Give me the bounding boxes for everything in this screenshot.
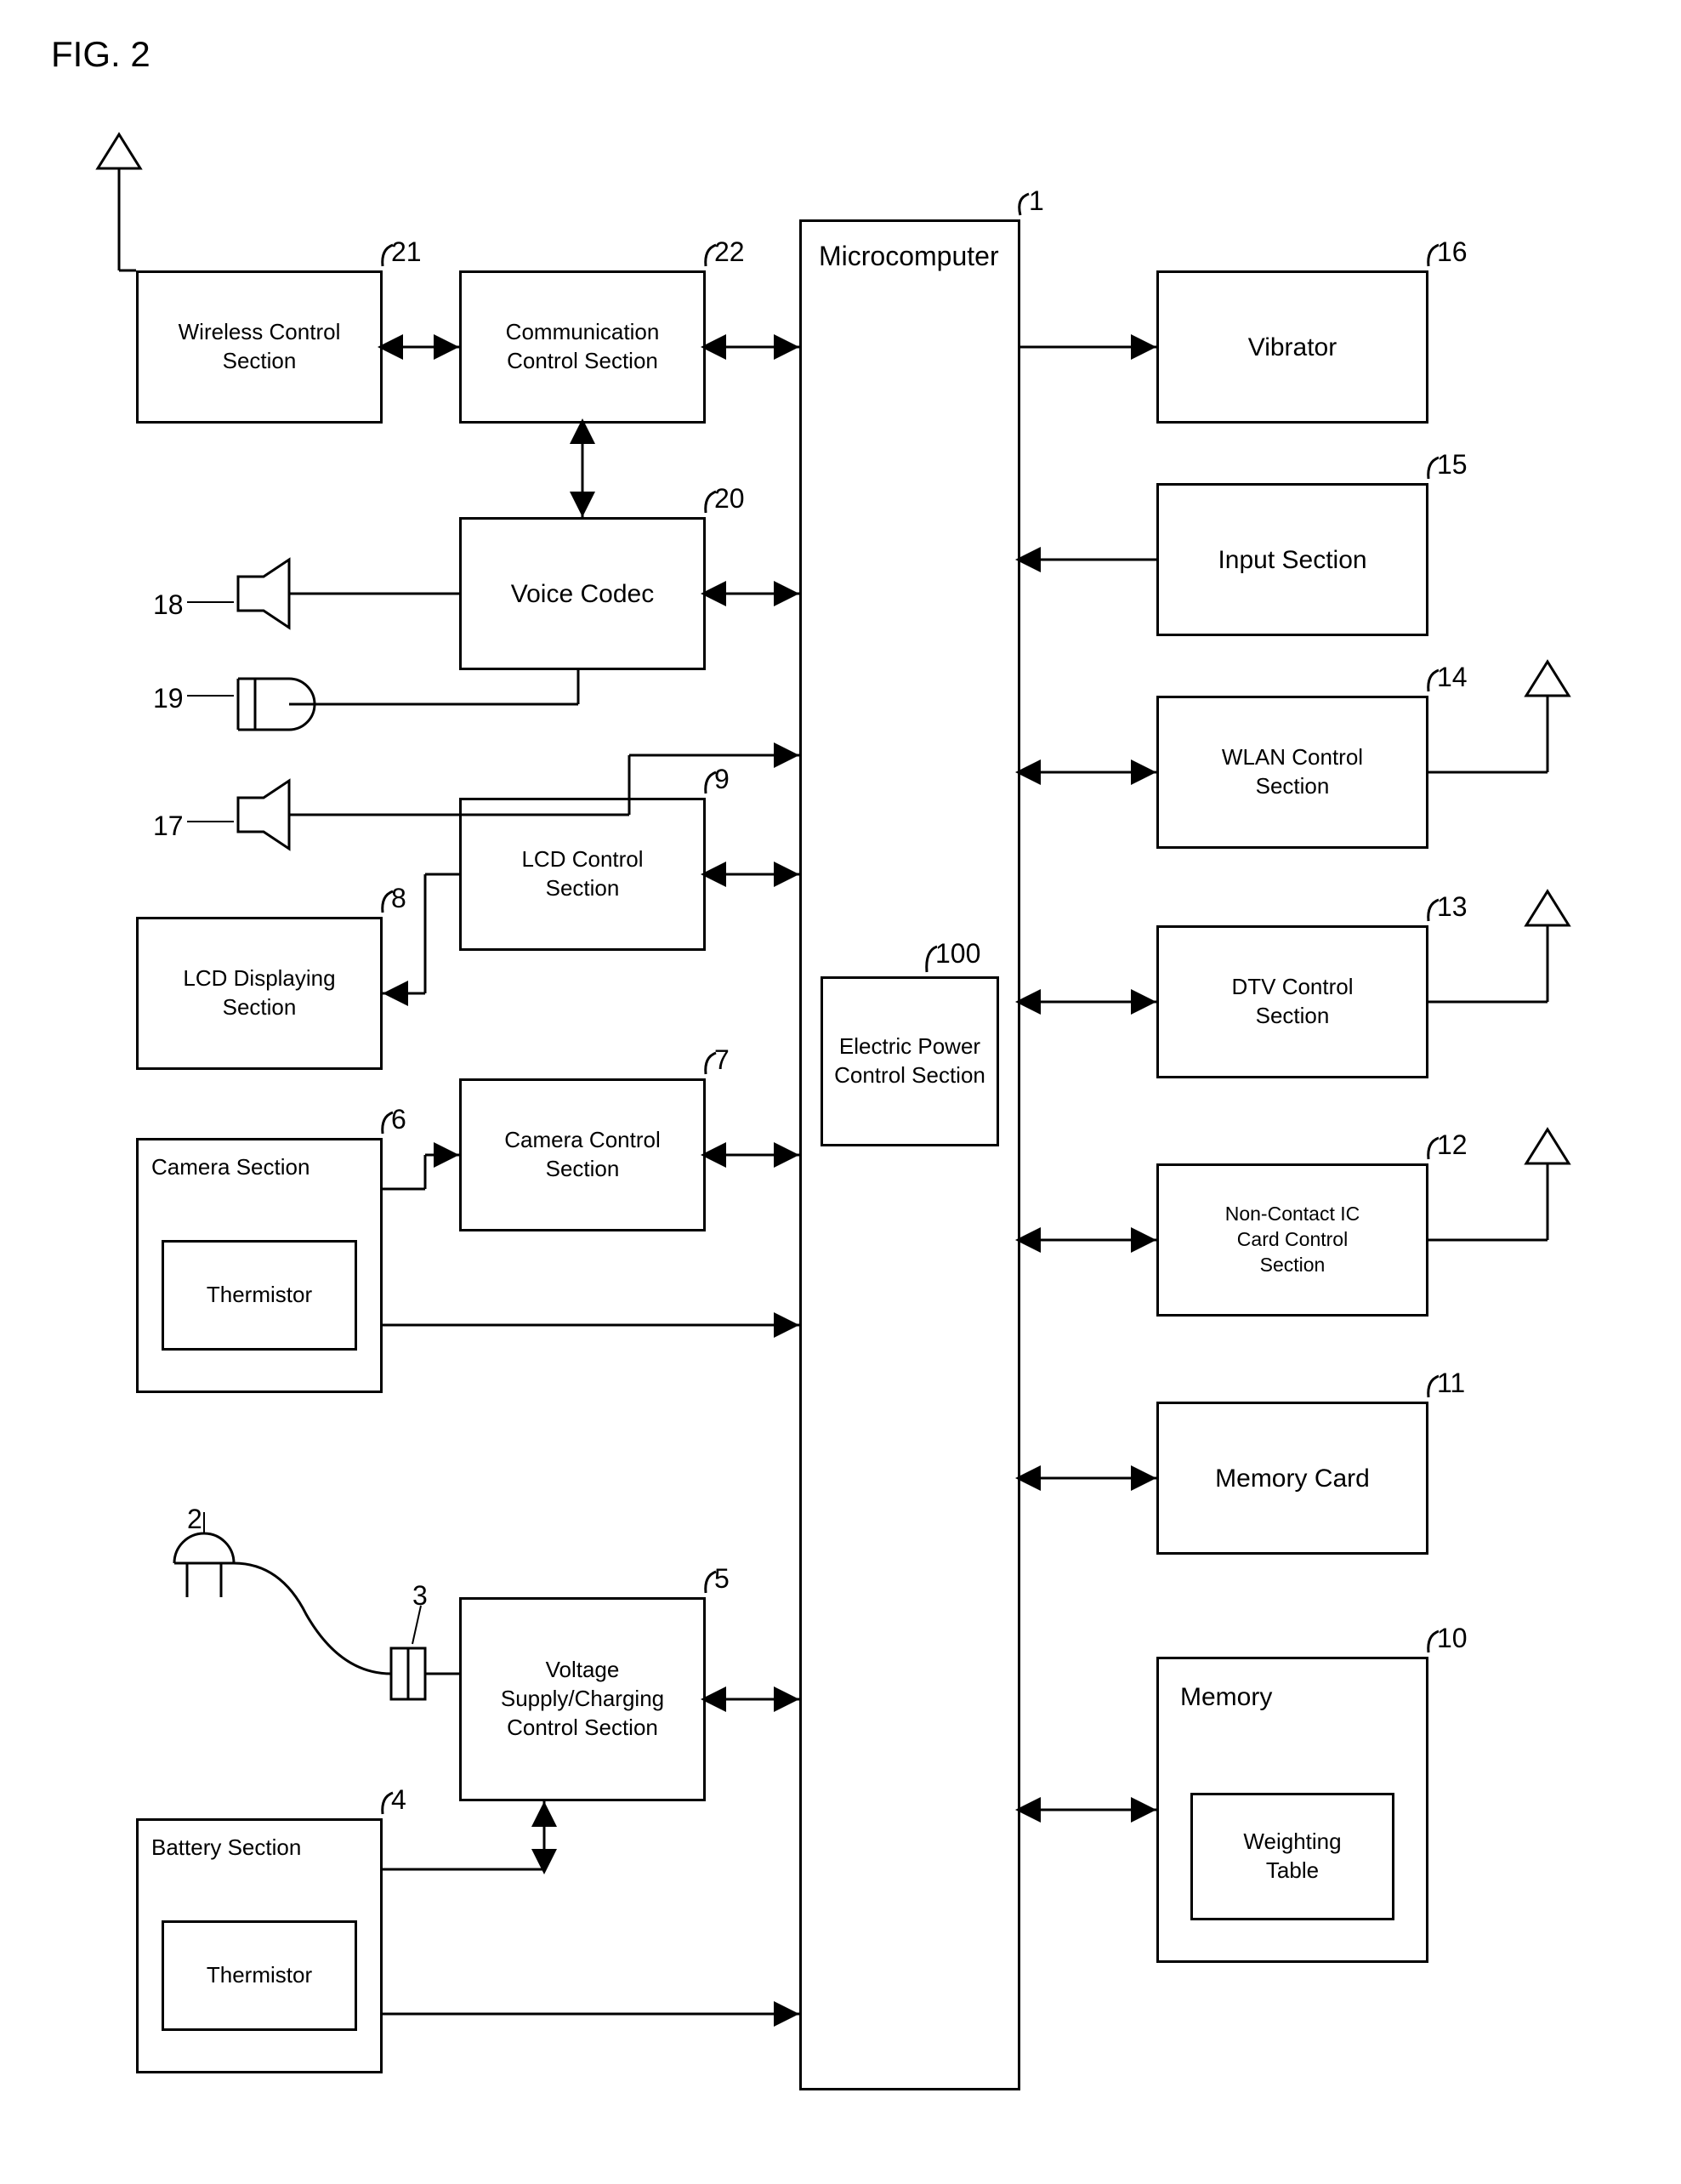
battery-thermistor-block: Thermistor <box>162 1920 357 2031</box>
dtv-block: DTV Control Section <box>1156 925 1428 1078</box>
ref-14: 14 <box>1437 662 1468 693</box>
ref-6: 6 <box>391 1104 406 1135</box>
ref-3: 3 <box>412 1580 428 1612</box>
epc-block: Electric Power Control Section <box>821 976 999 1146</box>
ref-18: 18 <box>153 589 184 621</box>
ref-20: 20 <box>714 483 745 515</box>
ref-16: 16 <box>1437 236 1468 268</box>
memory-label: Memory <box>1180 1681 1272 1714</box>
ref-9: 9 <box>714 764 730 795</box>
microcomputer-label: Microcomputer <box>819 239 999 275</box>
ref-2: 2 <box>187 1504 202 1535</box>
ref-4: 4 <box>391 1784 406 1816</box>
ref-10: 10 <box>1437 1623 1468 1654</box>
ref-12: 12 <box>1437 1129 1468 1161</box>
battery-label: Battery Section <box>151 1834 301 1863</box>
nfc-block: Non-Contact IC Card Control Section <box>1156 1163 1428 1317</box>
ref-5: 5 <box>714 1563 730 1595</box>
ref-21: 21 <box>391 236 422 268</box>
ref-7: 7 <box>714 1044 730 1076</box>
ref-8: 8 <box>391 883 406 914</box>
lcd-disp-block: LCD Displaying Section <box>136 917 383 1070</box>
ref-1: 1 <box>1029 185 1044 217</box>
ref-100: 100 <box>935 938 980 970</box>
camera-thermistor-block: Thermistor <box>162 1240 357 1351</box>
ref-22: 22 <box>714 236 745 268</box>
block-diagram: Microcomputer 1 Electric Power Control S… <box>34 100 1650 2141</box>
input-block: Input Section <box>1156 483 1428 636</box>
memcard-block: Memory Card <box>1156 1402 1428 1555</box>
comm-block: Communication Control Section <box>459 270 706 424</box>
camera-ctrl-block: Camera Control Section <box>459 1078 706 1231</box>
weighting-table-block: Weighting Table <box>1190 1793 1394 1920</box>
ref-11: 11 <box>1437 1368 1465 1399</box>
voltage-block: Voltage Supply/Charging Control Section <box>459 1597 706 1801</box>
wlan-block: WLAN Control Section <box>1156 696 1428 849</box>
ref-19: 19 <box>153 683 184 714</box>
ref-13: 13 <box>1437 891 1468 923</box>
figure-title: FIG. 2 <box>51 34 1647 75</box>
vibrator-block: Vibrator <box>1156 270 1428 424</box>
ref-17: 17 <box>153 810 184 842</box>
lcd-ctrl-block: LCD Control Section <box>459 798 706 951</box>
wireless-block: Wireless Control Section <box>136 270 383 424</box>
microcomputer-block: Microcomputer <box>799 219 1020 2090</box>
voice-block: Voice Codec <box>459 517 706 670</box>
camera-section-label: Camera Section <box>151 1153 310 1182</box>
ref-15: 15 <box>1437 449 1468 481</box>
